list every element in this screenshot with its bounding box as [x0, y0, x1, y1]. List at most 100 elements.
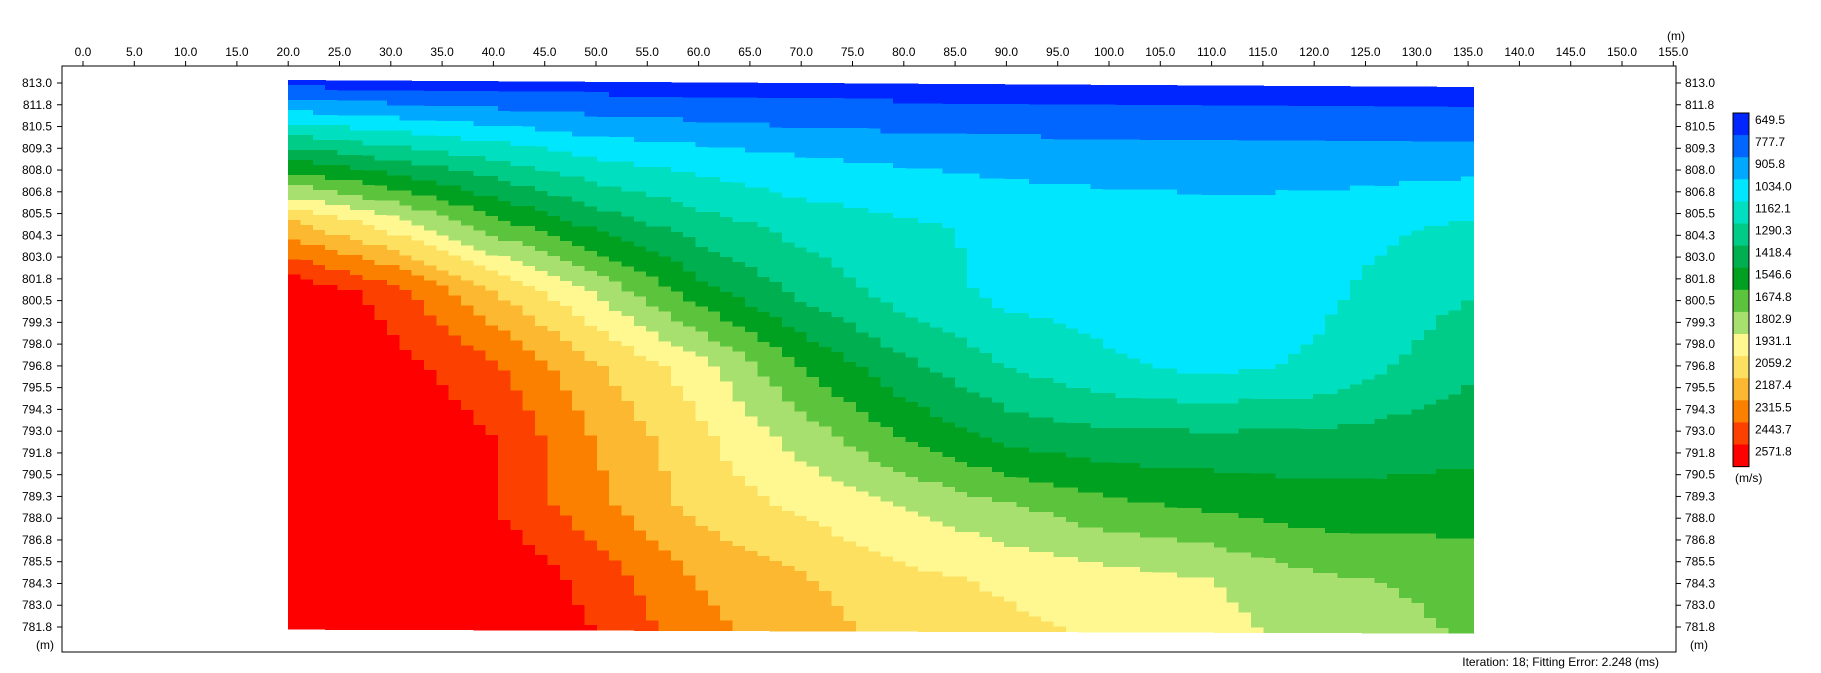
velocity-cell	[473, 196, 486, 202]
velocity-cell	[313, 380, 326, 386]
velocity-cell	[424, 156, 437, 162]
velocity-cell	[325, 400, 338, 406]
velocity-cell	[375, 574, 388, 580]
velocity-cell	[671, 406, 684, 412]
velocity-cell	[745, 133, 758, 139]
velocity-cell	[313, 310, 326, 316]
velocity-cell	[375, 475, 388, 481]
velocity-cell	[362, 135, 375, 141]
velocity-cell	[560, 620, 573, 626]
velocity-cell	[708, 207, 721, 213]
velocity-cell	[683, 222, 696, 228]
velocity-cell	[794, 357, 807, 363]
velocity-cell	[584, 82, 597, 88]
velocity-cell	[794, 417, 807, 423]
velocity-cell	[584, 505, 597, 511]
velocity-cell	[794, 297, 807, 303]
velocity-cell	[671, 192, 684, 198]
velocity-cell	[807, 113, 820, 119]
velocity-cell	[362, 450, 375, 456]
velocity-cell	[473, 420, 486, 426]
velocity-cell	[757, 148, 770, 154]
velocity-cell	[350, 180, 363, 186]
velocity-cell	[288, 110, 301, 116]
velocity-cell	[634, 441, 647, 447]
velocity-cell	[609, 600, 622, 606]
velocity-cell	[597, 157, 610, 163]
velocity-cell	[831, 606, 844, 612]
velocity-cell	[621, 251, 634, 257]
velocity-cell	[584, 87, 597, 93]
velocity-cell	[770, 436, 783, 442]
velocity-cell	[659, 346, 672, 352]
velocity-cell	[338, 430, 351, 436]
velocity-cell	[362, 599, 375, 605]
velocity-cell	[646, 371, 659, 377]
velocity-cell	[733, 591, 746, 597]
velocity-cell	[708, 292, 721, 298]
velocity-cell	[387, 275, 400, 281]
velocity-cell	[350, 604, 363, 610]
velocity-cell	[807, 252, 820, 258]
velocity-cell	[733, 386, 746, 392]
velocity-cell	[313, 554, 326, 560]
velocity-cell	[757, 436, 770, 442]
velocity-cell	[770, 103, 783, 109]
velocity-cell	[807, 312, 820, 318]
velocity-cell	[671, 326, 684, 332]
velocity-cell	[584, 286, 597, 292]
velocity-cell	[621, 182, 634, 188]
velocity-cell	[510, 615, 523, 621]
velocity-cell	[510, 520, 523, 526]
velocity-cell	[770, 207, 783, 213]
velocity-cell	[782, 601, 795, 607]
velocity-cell	[535, 131, 548, 137]
velocity-cell	[584, 181, 597, 187]
velocity-cell	[523, 391, 536, 397]
velocity-cell	[745, 292, 758, 298]
velocity-cell	[745, 138, 758, 144]
velocity-cell	[745, 481, 758, 487]
velocity-cell	[819, 606, 832, 612]
velocity-cell	[362, 180, 375, 186]
velocity-cell	[720, 411, 733, 417]
velocity-cell	[350, 235, 363, 241]
velocity-cell	[436, 415, 449, 421]
velocity-cell	[523, 575, 536, 581]
velocity-cell	[436, 221, 449, 227]
velocity-cell	[461, 605, 474, 611]
velocity-cell	[560, 530, 573, 536]
velocity-cell	[683, 132, 696, 138]
velocity-cell	[794, 367, 807, 373]
velocity-cell	[523, 266, 536, 272]
velocity-cell	[720, 576, 733, 582]
velocity-cell	[436, 390, 449, 396]
velocity-cell	[412, 460, 425, 466]
velocity-cell	[325, 220, 338, 226]
velocity-cell	[634, 286, 647, 292]
velocity-cell	[547, 266, 560, 272]
velocity-cell	[288, 80, 301, 86]
velocity-cell	[609, 162, 622, 168]
velocity-cell	[436, 325, 449, 331]
velocity-cell	[757, 118, 770, 124]
velocity-cell	[794, 586, 807, 592]
velocity-cell	[807, 491, 820, 497]
velocity-cell	[584, 316, 597, 322]
velocity-cell	[547, 495, 560, 501]
velocity-cell	[621, 555, 634, 561]
velocity-cell	[794, 163, 807, 169]
velocity-cell	[671, 351, 684, 357]
velocity-cell	[498, 365, 511, 371]
velocity-cell	[720, 511, 733, 517]
velocity-cell	[362, 155, 375, 161]
velocity-cell	[313, 110, 326, 116]
velocity-cell	[301, 614, 314, 620]
velocity-cell	[646, 321, 659, 327]
velocity-cell	[720, 586, 733, 592]
velocity-cell	[782, 446, 795, 452]
velocity-cell	[399, 470, 412, 476]
velocity-cell	[362, 410, 375, 416]
velocity-cell	[375, 195, 388, 201]
velocity-cell	[597, 346, 610, 352]
